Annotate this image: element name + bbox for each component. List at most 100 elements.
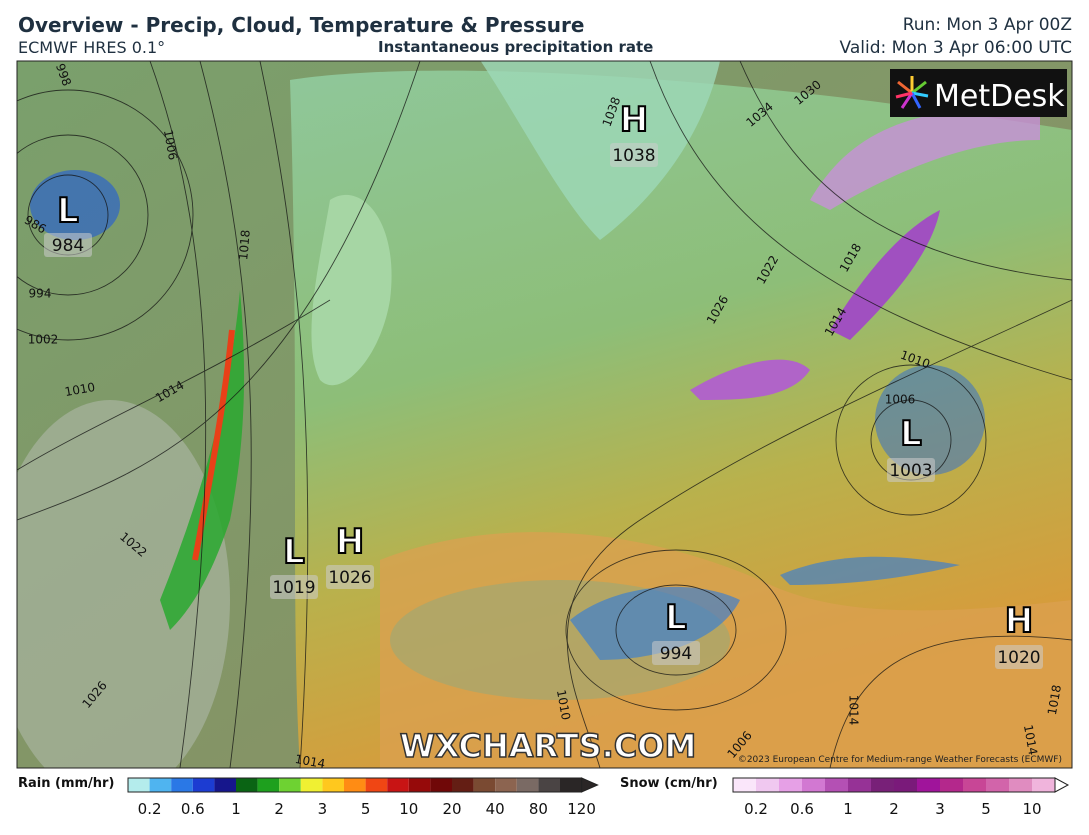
snow-swatch [825,778,848,792]
pressure-value: 984 [52,236,84,256]
rain-swatch [473,778,496,792]
isobar-label: 994 [29,287,52,301]
run: Run: Mon 3 Apr 00Z [902,15,1072,35]
pressure-box [995,645,1043,669]
snow-swatch [1009,778,1032,792]
rain-swatch [538,778,560,792]
snow-swatch [1032,778,1055,792]
rain-swatch [516,778,539,792]
valid: Valid: Mon 3 Apr 06:00 UTC [839,38,1072,58]
rain-swatch [344,778,366,792]
rain-tick-label: 5 [361,800,371,818]
isobar-label: 1014 [294,752,327,771]
pressure-box [610,143,658,167]
snow-arrow [1054,777,1070,793]
rain-swatch [192,778,215,792]
model: ECMWF HRES 0.1° [18,38,166,57]
rain-tick-label: 0.2 [138,800,162,818]
rain-legend-label: Rain (mm/hr) [18,776,114,791]
pressure-symbol: H [1005,601,1033,641]
isobar-label: 1006 [161,129,180,162]
snow-tick-label: 0.2 [744,800,768,818]
snow-swatch [756,778,779,792]
pressure-box [270,575,318,599]
rain-tick-label: 1 [231,800,241,818]
copyright: ©2023 European Centre for Medium-range W… [738,755,1062,765]
rain-tick-label: 10 [399,800,418,818]
rain-swatch [495,778,517,792]
isobar-label: 1006 [885,393,916,407]
snow-tick-label: 5 [981,800,991,818]
rain-swatch [430,778,452,792]
pressure-box [44,233,92,257]
snow-swatch [802,778,825,792]
subtitle: Instantaneous precipitation rate [378,38,654,56]
rain-tick-label: 2 [274,800,284,818]
rain-swatch [322,778,344,792]
pressure-symbol: H [336,522,364,562]
rain-swatch [128,778,150,792]
pressure-symbol: H [620,100,648,140]
rain-swatch [279,778,301,792]
rain-tick-label: 80 [529,800,548,818]
isobar-label: 1014 [847,695,861,726]
snow-tick-label: 2 [889,800,899,818]
rain-swatch [214,778,236,792]
rain-swatch [300,778,323,792]
pressure-box [887,458,935,482]
isobar-label: 1010 [64,380,97,399]
snow-swatch [871,778,894,792]
rain-swatch [236,778,258,792]
snow-swatch [963,778,986,792]
isobar-label: 1010 [554,689,573,722]
snow-swatch [733,778,756,792]
pressure-value: 1026 [328,568,371,588]
isobar-label: 1002 [28,333,59,347]
pressure-value: 994 [660,644,692,664]
rain-swatch [257,778,280,792]
rain-swatch [387,778,409,792]
title: Overview - Precip, Cloud, Temperature & … [18,13,585,37]
pressure-symbol: L [900,414,922,454]
pressure-box [652,641,700,665]
logo: MetDesk [934,79,1065,114]
snow-tick-label: 3 [935,800,945,818]
rain-tick-label: 120 [567,800,596,818]
watermark: WXCHARTS.COM [400,727,697,765]
snow-swatch [986,778,1009,792]
rain-tick-label: 20 [442,800,461,818]
pressure-value: 1020 [997,648,1040,668]
isobar-label: 1018 [236,229,253,261]
rain-arrow [581,777,599,793]
rain-tick-label: 40 [486,800,505,818]
rain-swatch [149,778,172,792]
isobar-label: 1014 [1021,724,1040,757]
snow-swatch [779,778,802,792]
rain-swatch [171,778,193,792]
pressure-value: 1003 [889,461,932,481]
snow-tick-label: 0.6 [790,800,814,818]
rain-swatch [408,778,431,792]
snow-tick-label: 10 [1022,800,1041,818]
pressure-box [326,565,374,589]
pressure-symbol: L [283,532,305,572]
snow-tick-label: 1 [843,800,853,818]
pressure-symbol: L [57,191,79,231]
map-area [17,61,1072,768]
pressure-value: 1038 [612,146,655,166]
pressure-symbol: L [665,598,687,638]
rain-swatch [365,778,388,792]
snow-legend-label: Snow (cm/hr) [620,776,718,791]
rain-tick-label: 3 [318,800,328,818]
snow-swatch [940,778,963,792]
snow-swatch [894,778,917,792]
rain-swatch [560,778,582,792]
rain-swatch [452,778,474,792]
isobar-label: 1018 [1045,684,1064,717]
logo-icon [895,76,929,109]
snow-swatch [848,778,871,792]
pressure-value: 1019 [272,578,315,598]
snow-swatch [917,778,940,792]
